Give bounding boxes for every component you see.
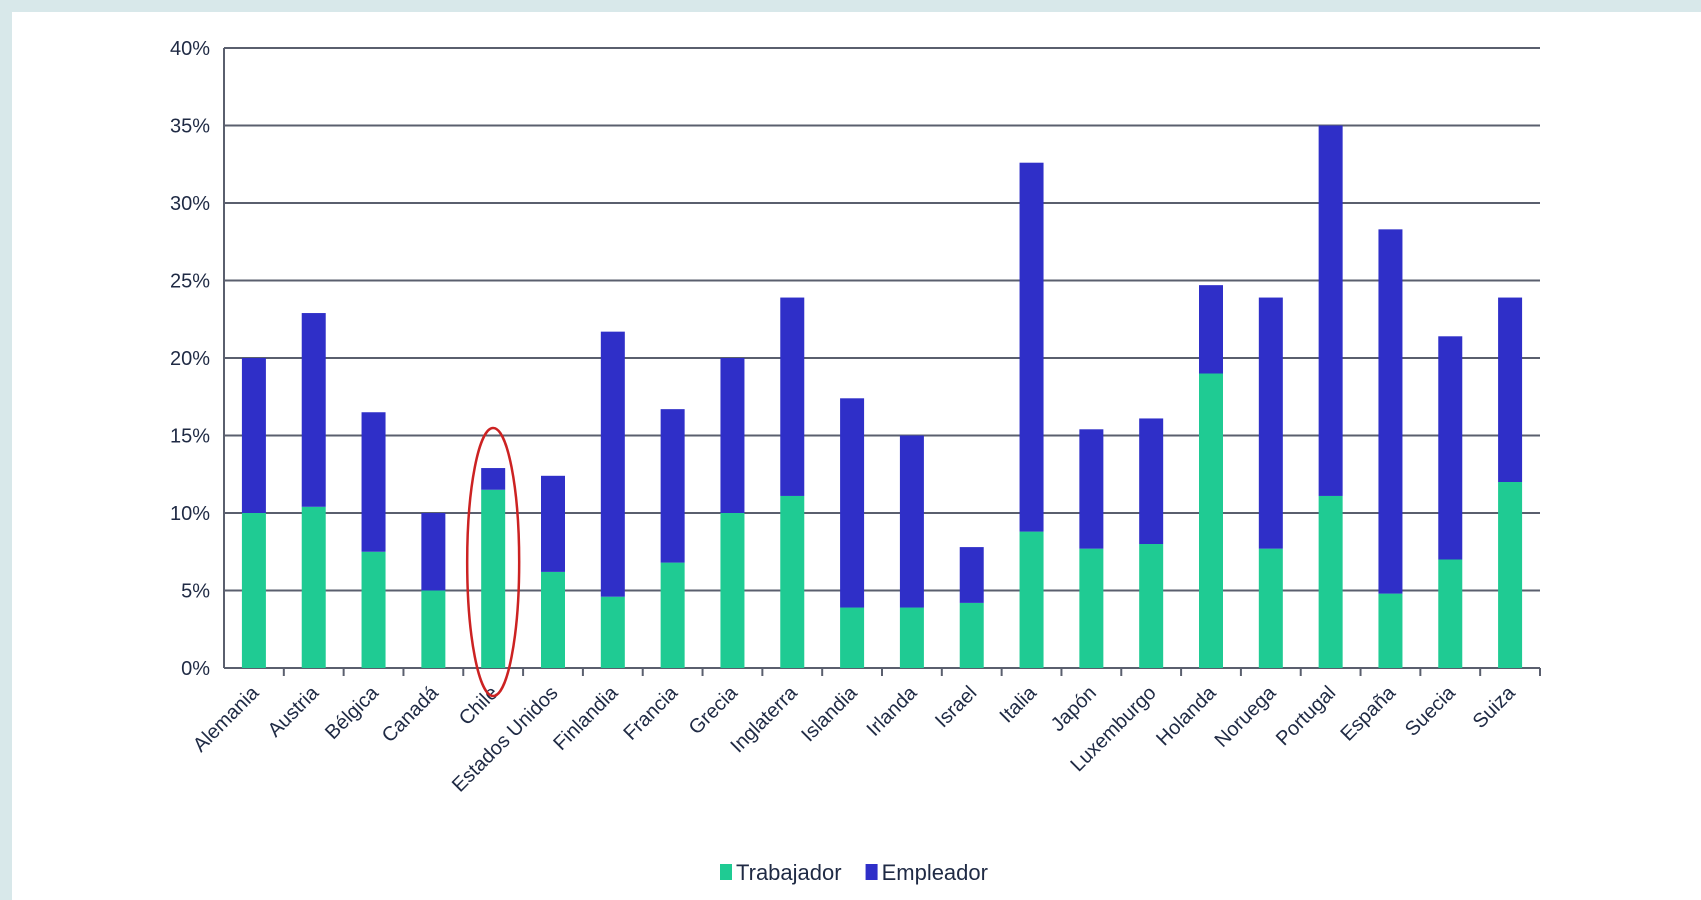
bar-trabajador-italia — [1019, 531, 1044, 668]
x-category-label: Finlandia — [549, 681, 623, 755]
x-category-label: Chile — [455, 682, 503, 730]
bar-trabajador-españa — [1378, 593, 1403, 668]
bar-empleador-noruega — [1258, 297, 1283, 549]
bar-trabajador-austria — [301, 506, 326, 668]
bar-trabajador-suiza — [1498, 482, 1523, 668]
x-category-label: Inglaterra — [727, 681, 803, 757]
bar-empleador-israel — [959, 547, 984, 603]
x-category-label: Japón — [1047, 682, 1101, 736]
bar-trabajador-alemania — [241, 513, 266, 668]
bar-empleador-italia — [1019, 162, 1044, 532]
y-tick-label: 35% — [170, 116, 210, 138]
x-category-label: Francia — [619, 681, 682, 744]
y-tick-label: 5% — [181, 581, 210, 603]
bar-empleador-portugal — [1318, 125, 1343, 496]
bar-trabajador-francia — [660, 562, 685, 668]
bar-trabajador-chile — [481, 489, 506, 668]
bar-empleador-estados-unidos — [541, 475, 565, 572]
bar-trabajador-canadá — [421, 590, 446, 668]
bar-trabajador-irlanda — [899, 607, 924, 668]
y-tick-label: 15% — [170, 426, 210, 448]
bar-empleador-islandia — [840, 398, 865, 608]
bar-trabajador-israel — [959, 602, 984, 668]
y-tick-label: 10% — [170, 503, 210, 525]
highlight-ellipse — [465, 426, 521, 698]
legend-label: Trabajador — [736, 860, 842, 885]
bar-empleador-holanda — [1199, 285, 1223, 374]
bar-empleador-luxemburgo — [1139, 418, 1164, 544]
bar-empleador-canadá — [421, 513, 446, 591]
x-category-label: Austria — [264, 681, 324, 741]
stacked-bar-chart: 0% 5% 10% 15% 20% 25% 30% 35% 40% Alemania Austria… — [170, 38, 1541, 885]
x-category-label: Alemania — [189, 681, 264, 756]
bar-trabajador-holanda — [1199, 373, 1223, 668]
bar-trabajador-japón — [1079, 548, 1104, 668]
bar-trabajador-noruega — [1258, 548, 1283, 668]
bar-trabajador-bélgica — [361, 551, 386, 668]
y-tick-label: 40% — [170, 38, 210, 60]
x-category-label: Suiza — [1469, 681, 1521, 733]
bar-trabajador-grecia — [720, 513, 745, 668]
bar-trabajador-finlandia — [600, 596, 625, 668]
x-category-label: Islandia — [797, 681, 862, 746]
bar-empleador-suiza — [1498, 297, 1523, 482]
bar-empleador-suecia — [1438, 336, 1463, 560]
bar-trabajador-suecia — [1438, 559, 1463, 668]
bar-empleador-inglaterra — [780, 297, 805, 496]
bar-empleador-alemania — [241, 358, 266, 513]
chart-frame: 0% 5% 10% 15% 20% 25% 30% 35% 40% Alemania Austria… — [12, 12, 1701, 900]
y-tick-label: 0% — [181, 658, 210, 680]
bar-empleador-españa — [1378, 229, 1403, 594]
bar-empleador-austria — [301, 313, 326, 507]
x-category-label: Holanda — [1152, 681, 1221, 750]
legend-swatch — [865, 864, 878, 880]
bar-empleador-japón — [1079, 429, 1104, 549]
x-category-label: Portugal — [1272, 682, 1340, 750]
y-tick-label: 25% — [170, 271, 210, 293]
bar-empleador-chile — [481, 468, 506, 490]
bar-empleador-francia — [660, 409, 685, 563]
x-category-label: España — [1336, 681, 1400, 745]
bar-trabajador-estados-unidos — [541, 571, 565, 668]
y-tick-label: 30% — [170, 193, 210, 215]
bar-empleador-finlandia — [600, 331, 625, 597]
bar-empleador-bélgica — [361, 412, 386, 552]
bar-trabajador-islandia — [840, 607, 865, 668]
x-category-label: Italia — [996, 681, 1042, 727]
x-category-label: Israel — [931, 682, 981, 732]
bar-trabajador-luxemburgo — [1139, 544, 1164, 668]
x-category-label: Noruega — [1211, 681, 1281, 751]
x-category-label: Bélgica — [321, 681, 384, 744]
bar-empleador-grecia — [720, 358, 745, 513]
x-category-label: Grecia — [685, 681, 743, 739]
bar-trabajador-portugal — [1318, 495, 1343, 668]
x-category-label: Estados Unidos — [448, 682, 563, 797]
bar-trabajador-inglaterra — [780, 495, 805, 668]
y-tick-label: 20% — [170, 348, 210, 370]
bar-empleador-irlanda — [899, 435, 924, 608]
legend-label: Empleador — [882, 860, 988, 885]
x-category-label: Suecia — [1401, 681, 1460, 740]
legend-swatch — [720, 864, 732, 880]
x-category-label: Irlanda — [863, 681, 922, 740]
x-category-label: Canadá — [378, 681, 444, 747]
